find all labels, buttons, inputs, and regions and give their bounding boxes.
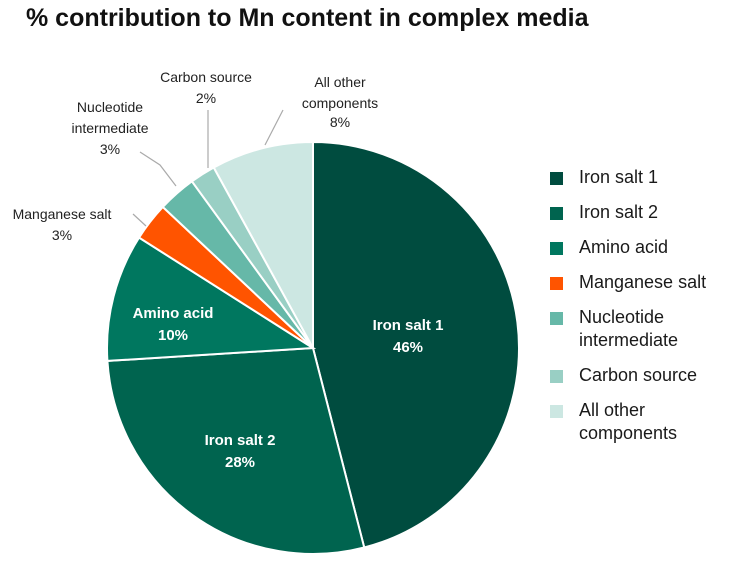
legend-label: Manganese salt [579,272,707,292]
legend-item-iron-salt-1: Iron salt 1 [550,166,729,189]
legend-swatch [550,172,563,185]
legend-label: Carbon source [579,365,698,385]
legend-item-carbon-source: Carbon source [550,364,729,387]
leader-line-nucleotide-intermediate [139,151,177,187]
legend-item-all-other-components: All other components [550,399,729,445]
slice-label-nucleotide-intermediate: Nucleotide intermediate 3% [71,99,148,157]
legend-label: Iron salt 2 [579,202,659,222]
leader-line-manganese-salt [132,213,147,227]
legend-label: All other components [579,400,678,443]
legend-label: Nucleotide intermediate [579,307,679,350]
pie-slice-all-other-components [212,140,314,349]
legend-label: Amino acid [579,237,669,257]
chart-title: % contribution to Mn content in complex … [26,4,589,32]
pie-slice-iron-salt-1 [312,140,520,549]
slice-label-iron-salt-2: Iron salt 2 28% [205,432,276,471]
pie-slice-amino-acid [106,236,317,362]
legend-item-amino-acid: Amino acid [550,236,729,259]
slice-label-iron-salt-1: Iron salt 1 46% [373,317,444,356]
legend-swatch [550,207,563,220]
slice-label-amino-acid: Amino acid 10% [133,305,214,344]
legend-swatch [550,370,563,383]
slice-label-manganese-salt: Manganese salt 3% [13,206,112,243]
legend-swatch [550,242,563,255]
legend: Iron salt 1 Iron salt 2 Amino acid Manganes… [550,166,729,457]
legend-swatch [550,277,563,290]
legend-swatch [550,405,563,418]
leader-line-all-other-components [264,109,284,146]
legend-label: Iron salt 1 [579,167,659,187]
slice-label-all-other-components: All other components 8% [302,74,378,130]
legend-item-iron-salt-2: Iron salt 2 [550,201,729,224]
legend-item-manganese-salt: Manganese salt [550,271,729,294]
legend-item-nucleotide-intermediate: Nucleotide intermediate [550,306,729,352]
pie-slice-iron-salt-2 [106,346,366,555]
legend-swatch [550,312,563,325]
slice-label-carbon-source: Carbon source 2% [160,69,252,106]
